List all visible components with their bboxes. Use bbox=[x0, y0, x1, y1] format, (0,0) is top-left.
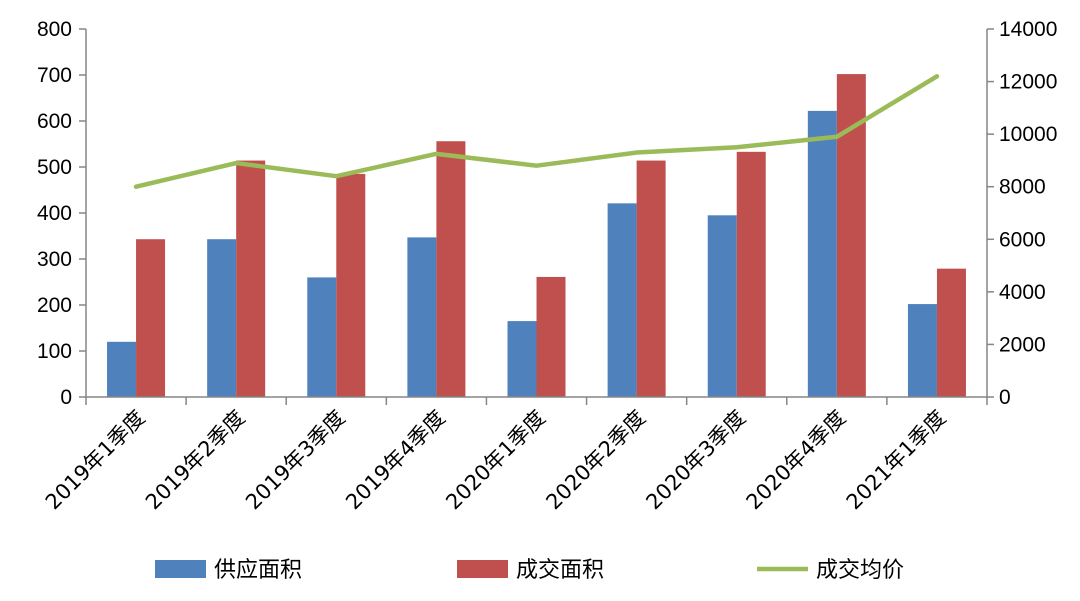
y-right-tick-label: 0 bbox=[999, 386, 1011, 409]
y-left-tick-label: 800 bbox=[37, 18, 72, 41]
y-right-tick-label: 14000 bbox=[999, 18, 1057, 41]
bar-supply-3 bbox=[407, 237, 437, 397]
bar-supply-1 bbox=[207, 239, 237, 397]
bar-supply-2 bbox=[307, 277, 337, 397]
bar-deal-4 bbox=[536, 276, 566, 397]
x-category-label: 2020年2季度 bbox=[541, 406, 650, 515]
bar-supply-6 bbox=[707, 215, 737, 397]
y-left-tick-label: 200 bbox=[37, 294, 72, 317]
y-right-tick-label: 8000 bbox=[999, 176, 1046, 199]
bar-deal-8 bbox=[936, 268, 966, 397]
x-category-label: 2019年4季度 bbox=[341, 406, 450, 515]
legend: 供应面积 成交面积 成交均价 bbox=[155, 558, 904, 583]
bar-supply-4 bbox=[507, 321, 537, 397]
y-right-tick-label: 2000 bbox=[999, 333, 1046, 356]
x-category-label: 2020年4季度 bbox=[742, 406, 851, 515]
y-left-tick-label: 0 bbox=[60, 386, 72, 409]
y-right-tick-label: 4000 bbox=[999, 281, 1046, 304]
bar-supply-5 bbox=[607, 203, 637, 397]
bar-supply-8 bbox=[907, 304, 937, 397]
y-left-tick-label: 500 bbox=[37, 156, 72, 179]
bar-supply-7 bbox=[807, 110, 837, 397]
bar-deal-6 bbox=[736, 151, 766, 397]
bar-deal-0 bbox=[136, 239, 166, 397]
y-left-tick-label: 400 bbox=[37, 202, 72, 225]
x-category-label: 2021年1季度 bbox=[842, 406, 951, 515]
x-category-label: 2019年1季度 bbox=[41, 406, 150, 515]
x-category-label: 2020年1季度 bbox=[441, 406, 550, 515]
axes-layer: 0100200300400500600700800020004000600080… bbox=[37, 18, 1057, 514]
x-category-label: 2019年3季度 bbox=[241, 406, 350, 515]
y-right-tick-label: 10000 bbox=[999, 123, 1057, 146]
bar-deal-2 bbox=[336, 173, 366, 397]
legend-supply-swatch bbox=[155, 560, 206, 578]
y-left-tick-label: 100 bbox=[37, 340, 72, 363]
y-left-tick-label: 300 bbox=[37, 248, 72, 271]
y-right-tick-label: 6000 bbox=[999, 228, 1046, 251]
bar-layer bbox=[107, 74, 966, 397]
bar-deal-1 bbox=[236, 160, 266, 397]
legend-deal-label: 成交面积 bbox=[516, 558, 604, 583]
y-left-tick-label: 600 bbox=[37, 110, 72, 133]
bar-deal-3 bbox=[436, 141, 466, 397]
legend-avg-price-label: 成交均价 bbox=[816, 558, 904, 583]
y-right-tick-label: 12000 bbox=[999, 71, 1057, 94]
legend-deal-swatch bbox=[457, 560, 508, 578]
y-left-tick-label: 700 bbox=[37, 64, 72, 87]
legend-supply-label: 供应面积 bbox=[214, 558, 302, 583]
line-layer bbox=[133, 74, 940, 189]
x-category-label: 2019年2季度 bbox=[141, 406, 250, 515]
x-category-label: 2020年3季度 bbox=[641, 406, 750, 515]
bar-deal-5 bbox=[636, 160, 666, 397]
bar-supply-0 bbox=[107, 341, 137, 397]
